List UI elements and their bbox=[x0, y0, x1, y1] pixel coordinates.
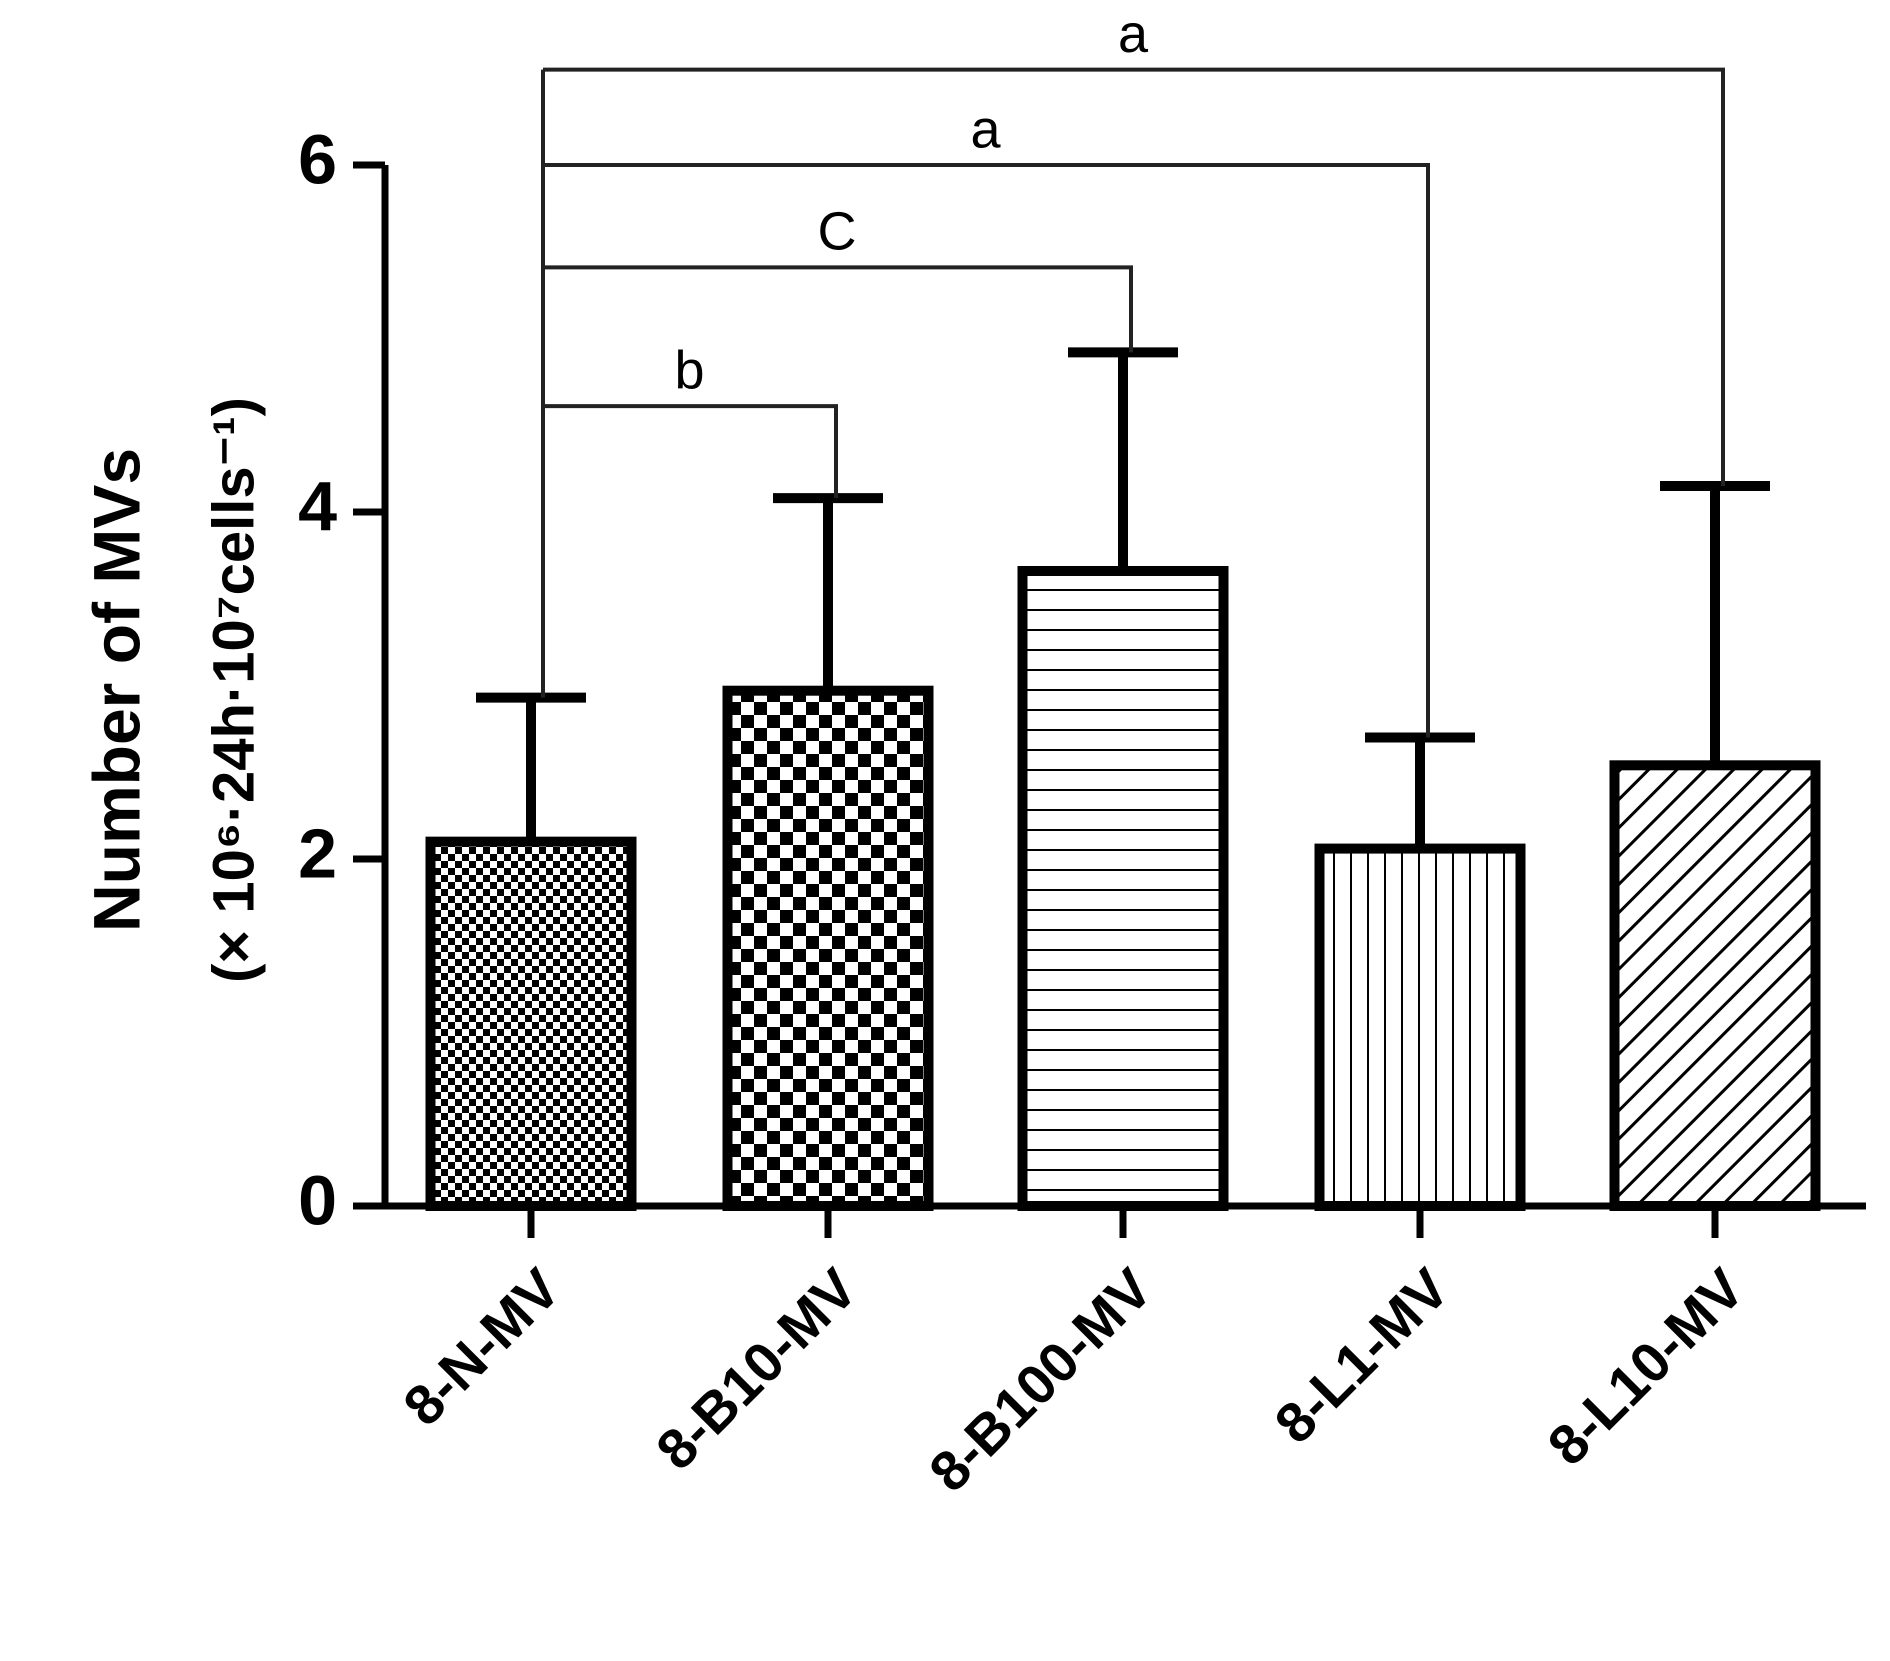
significance-label: C bbox=[818, 202, 857, 262]
bar bbox=[1314, 843, 1526, 1212]
significance-bracket bbox=[543, 67, 1725, 486]
y-axis-label: (× 10⁶·24h·10⁷cells⁻¹) bbox=[201, 397, 266, 983]
x-tick-label: 8-L10-MV bbox=[1535, 1256, 1756, 1477]
significance-bracket bbox=[543, 163, 1430, 738]
bar bbox=[722, 685, 934, 1211]
x-tick-label: 8-N-MV bbox=[391, 1256, 572, 1437]
x-tick-label: 8-B10-MV bbox=[644, 1256, 869, 1481]
significance-label: a bbox=[1118, 4, 1149, 64]
x-tick-label: 8-L1-MV bbox=[1262, 1256, 1461, 1455]
significance-label: b bbox=[674, 340, 704, 400]
x-tick-label: 8-B100-MV bbox=[917, 1256, 1164, 1503]
bar bbox=[1017, 565, 1229, 1211]
y-tick-label: 0 bbox=[298, 1161, 337, 1239]
significance-bracket bbox=[543, 404, 838, 499]
significance-label: a bbox=[970, 99, 1001, 159]
bar bbox=[425, 836, 637, 1212]
y-axis-label: Number of MVs bbox=[79, 448, 153, 932]
bar bbox=[1609, 760, 1821, 1211]
y-tick-label: 2 bbox=[298, 814, 337, 892]
y-tick-label: 4 bbox=[298, 467, 337, 545]
y-tick-label: 6 bbox=[298, 120, 337, 198]
significance-bracket bbox=[543, 265, 1133, 353]
